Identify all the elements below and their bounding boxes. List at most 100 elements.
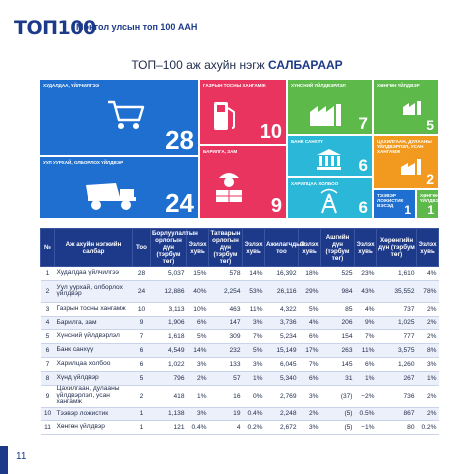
table-cell: 736 (376, 385, 417, 408)
table-cell: 2,672 (264, 420, 299, 436)
column-header: № (40, 228, 55, 267)
table-cell: 133 (208, 357, 243, 372)
section-title-bold: САЛБАРААР (267, 58, 343, 72)
table-cell: 1,906 (150, 316, 187, 331)
table-cell: 15% (186, 266, 209, 281)
tile-mining: Уул уурхай, олборлох үйлдвэр 24 (40, 157, 198, 218)
tile-value: 6 (358, 156, 368, 175)
fuel-pump-icon (214, 102, 235, 130)
table-row: 2 Уул уурхай, олборлох үйлдвэр 24 12,886 40%… (40, 280, 439, 303)
table-cell: 2,248 (264, 407, 299, 422)
tile-label: Банк санхүү (291, 139, 323, 144)
table-cell: 7 (132, 329, 151, 345)
tile-value: 1 (404, 203, 411, 217)
table-cell: 867 (376, 407, 417, 422)
tile-telecom: Харилцаа холбоо 6 (288, 178, 372, 218)
table-cell: 53% (242, 280, 265, 303)
table-cell: 40% (186, 280, 209, 303)
table-cell: 463 (208, 302, 243, 317)
table-cell: 5% (242, 343, 265, 358)
construction-worker-icon (216, 173, 242, 202)
table-cell: 3% (242, 357, 265, 372)
table-cell: 0.4% (242, 407, 265, 422)
table-cell: 78% (416, 280, 439, 303)
table-cell: 31 (320, 371, 355, 386)
table-row: 1 Худалдаа үйлчилгээ 28 5,037 15% 578 14% 16,39… (40, 266, 439, 281)
table-cell: Цахилгаан, дулааны үйлдвэрлэл, усан ханг… (54, 385, 133, 408)
table-cell: Банк санхүү (54, 343, 133, 358)
table-cell: 1,138 (150, 407, 187, 422)
tile-value: 2 (426, 171, 434, 187)
tile-processing: Хүнсний үйлдвэрлэл 7 (288, 80, 372, 134)
table-cell: 11% (354, 343, 377, 358)
table-cell: 4,322 (264, 302, 299, 317)
table-cell: 5% (186, 329, 209, 345)
column-header: Борлуулалтын орлогын дүн (тэрбум төг) (150, 228, 198, 267)
table-cell: Хүнд үйлдвэр (54, 371, 133, 386)
sector-treemap: Худалдаа, үйлчилгээ 28 Уул уурхай, олбор… (40, 80, 438, 218)
column-header: Аж ахуйн нэгжийн салбар (54, 228, 133, 267)
table-cell: 57 (208, 371, 243, 386)
table-cell: 3% (298, 385, 321, 408)
table-header-row: № Аж ахуйн нэгжийн салбар Тоо Борлуулалтын … (40, 228, 439, 267)
tile-label: Цахилгаан, дулааны үйлдвэрлэл, усан ханг… (377, 139, 432, 155)
cart-icon (108, 100, 145, 129)
table-cell: 1 (40, 266, 55, 281)
table-cell: 10 (132, 302, 151, 317)
table-cell: 6 (40, 343, 55, 358)
table-cell: 7% (354, 329, 377, 345)
tile-label: Хөнгөн үйлдвэр (377, 83, 420, 88)
table-cell: 8% (416, 343, 439, 358)
page-number: 11 (16, 451, 27, 462)
table-cell: 984 (320, 280, 355, 303)
table-cell: 3% (416, 357, 439, 372)
table-cell: 6 (132, 343, 151, 358)
table-cell: 263 (320, 343, 355, 358)
table-cell: Барилга, зам (54, 316, 133, 331)
table-cell: 145 (320, 357, 355, 372)
table-cell: 3% (186, 357, 209, 372)
tile-fuel: Газрын тосны хангамж 10 (200, 80, 286, 144)
antenna-icon (320, 188, 338, 214)
table-cell: 7 (40, 357, 55, 372)
table-cell: 6% (186, 316, 209, 331)
top100-logo: ТОП100 (14, 17, 96, 39)
tile-light-industry: Хөнгөн үйлдвэр 5 (374, 80, 438, 134)
table-cell: 9 (132, 316, 151, 331)
table-cell: (37) (320, 385, 355, 408)
table-cell: 2,769 (264, 385, 299, 408)
tile-bank: Банк санхүү 6 (288, 136, 372, 176)
table-cell: 2% (416, 329, 439, 345)
column-header: Эзлэх хувь (416, 228, 439, 267)
table-cell: 3% (298, 420, 321, 436)
table-cell: 7% (242, 329, 265, 345)
tile-label: Тээвэр ложистик вэсэд (377, 193, 404, 209)
table-cell: 121 (150, 420, 187, 436)
table-cell: 737 (376, 302, 417, 317)
column-header: Эзлэх хувь (242, 228, 265, 267)
table-cell: 28 (132, 266, 151, 281)
sector-table: № Аж ахуйн нэгжийн салбар Тоо Борлуулалтын … (40, 228, 439, 436)
tile-transport: Тээвэр ложистик вэсэд 1 (374, 190, 415, 218)
column-header: Эзлэх хувь (186, 228, 209, 267)
table-cell: 1% (186, 385, 209, 408)
table-cell: 16 (208, 385, 243, 408)
table-cell: 10 (40, 407, 55, 422)
table-cell: 3% (186, 407, 209, 422)
table-cell: 2,254 (208, 280, 243, 303)
table-cell: 18% (298, 266, 321, 281)
table-cell: 1,022 (150, 357, 187, 372)
table-cell: 5,234 (264, 329, 299, 345)
table-cell: 85 (320, 302, 355, 317)
table-row: 7 Харилцаа холбоо 6 1,022 3% 133 3% 6,045 7% 145 6… (40, 357, 439, 372)
tile-label: Харилцаа холбоо (291, 181, 339, 186)
table-row: 9 Цахилгаан, дулааны үйлдвэрлэл, усан хан… (40, 385, 439, 408)
table-row: 8 Хүнд үйлдвэр 5 796 2% 57 1% 5,340 6% 31 1% 267 1% (40, 371, 439, 386)
column-header: Татварын орлогын дүн (тэрбум төг) (208, 228, 243, 267)
table-cell: 10% (186, 302, 209, 317)
table-cell: 4% (298, 316, 321, 331)
table-cell: 418 (150, 385, 187, 408)
tile-value: 7 (358, 114, 368, 133)
tile-value: 24 (165, 188, 194, 218)
table-cell: 9% (354, 316, 377, 331)
